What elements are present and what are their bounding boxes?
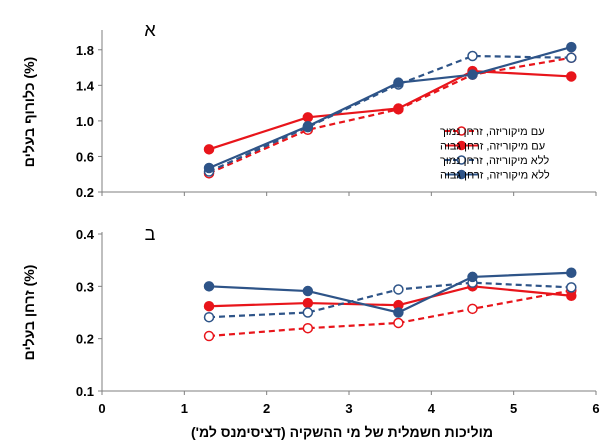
- data-point: [393, 77, 404, 88]
- y-tick-label: 1.8: [76, 43, 94, 58]
- x-tick-label: 6: [592, 401, 599, 416]
- x-tick-label: 2: [263, 401, 270, 416]
- data-point: [393, 284, 404, 295]
- data-point: [302, 297, 314, 309]
- y-tick-label: 0.2: [76, 185, 94, 200]
- legend-label: עם מיקוריזה, זרחן גבוה: [440, 141, 545, 153]
- x-tick-label: 3: [345, 401, 352, 416]
- y-axis-title: זרחן בעלים (%): [21, 265, 37, 361]
- y-tick-label: 0.4: [76, 227, 95, 242]
- x-tick-label: 1: [181, 401, 188, 416]
- data-point: [203, 162, 215, 174]
- legend: עם מיקוריזה, זרחן נמוך עם מיקוריזה, זרחן …: [440, 126, 550, 182]
- legend-marker: [456, 140, 467, 151]
- data-point: [467, 271, 478, 283]
- data-point: [203, 281, 215, 292]
- data-point: [467, 50, 478, 62]
- series-line: [208, 289, 572, 338]
- data-point: [203, 300, 215, 312]
- y-tick-label: 1.0: [76, 114, 94, 129]
- data-point: [566, 52, 577, 64]
- data-point: [467, 303, 478, 315]
- data-point: [393, 103, 404, 114]
- data-point: [566, 282, 577, 293]
- data-point: [566, 71, 577, 82]
- x-tick-label: 0: [98, 401, 105, 416]
- panel-label: ב: [145, 224, 156, 244]
- data-point: [302, 322, 314, 334]
- data-point: [203, 144, 215, 155]
- y-tick-label: 1.4: [76, 78, 95, 93]
- x-tick-label: 4: [428, 401, 436, 416]
- data-point: [467, 69, 478, 80]
- data-point: [302, 307, 314, 318]
- data-point: [203, 330, 215, 342]
- data-point: [302, 112, 314, 123]
- series-4: [203, 41, 577, 174]
- x-axis-title: מוליכות חשמלית של מי ההשקיה (דציסימנס למ…: [191, 424, 493, 440]
- y-tick-label: 0.2: [76, 332, 94, 347]
- y-axis-title: כלורוף בעלים (%): [21, 57, 37, 167]
- data-point: [393, 307, 404, 318]
- data-point: [393, 317, 404, 329]
- series-2: [203, 281, 577, 312]
- legend-label: עם מיקוריזה, זרחן נמוך: [440, 126, 545, 138]
- series-1: [203, 285, 577, 342]
- data-point: [566, 267, 577, 278]
- legend-label: ללא מיקוריזה, זרחן נמוך: [440, 154, 549, 167]
- x-tick-label: 5: [510, 401, 517, 416]
- chart-panel-2: 0.1 0.2 0.3 0.4 0 1 2 3 4 5 6 זרחן בעלים (%) מוליכות…: [21, 224, 600, 440]
- legend-marker: [456, 169, 467, 180]
- data-point: [566, 41, 577, 53]
- series-4: [203, 267, 577, 318]
- panel-label: א: [144, 20, 156, 40]
- legend-label: ללא מיקוריזה, זרחן גבוה: [440, 169, 550, 182]
- y-tick-label: 0.6: [76, 149, 94, 164]
- data-point: [302, 285, 314, 297]
- data-point: [302, 120, 314, 132]
- y-tick-label: 0.3: [76, 279, 94, 294]
- chart-panel-1: 0.2 0.6 1.0 1.4 1.8 כלורוף בעלים (%) א עם מיקור…: [21, 20, 597, 200]
- series-3: [203, 277, 577, 323]
- legend-marker: [456, 155, 467, 165]
- data-point: [203, 311, 215, 323]
- series-line: [208, 54, 572, 173]
- legend-marker: [456, 126, 467, 136]
- y-tick-label: 0.1: [76, 384, 94, 399]
